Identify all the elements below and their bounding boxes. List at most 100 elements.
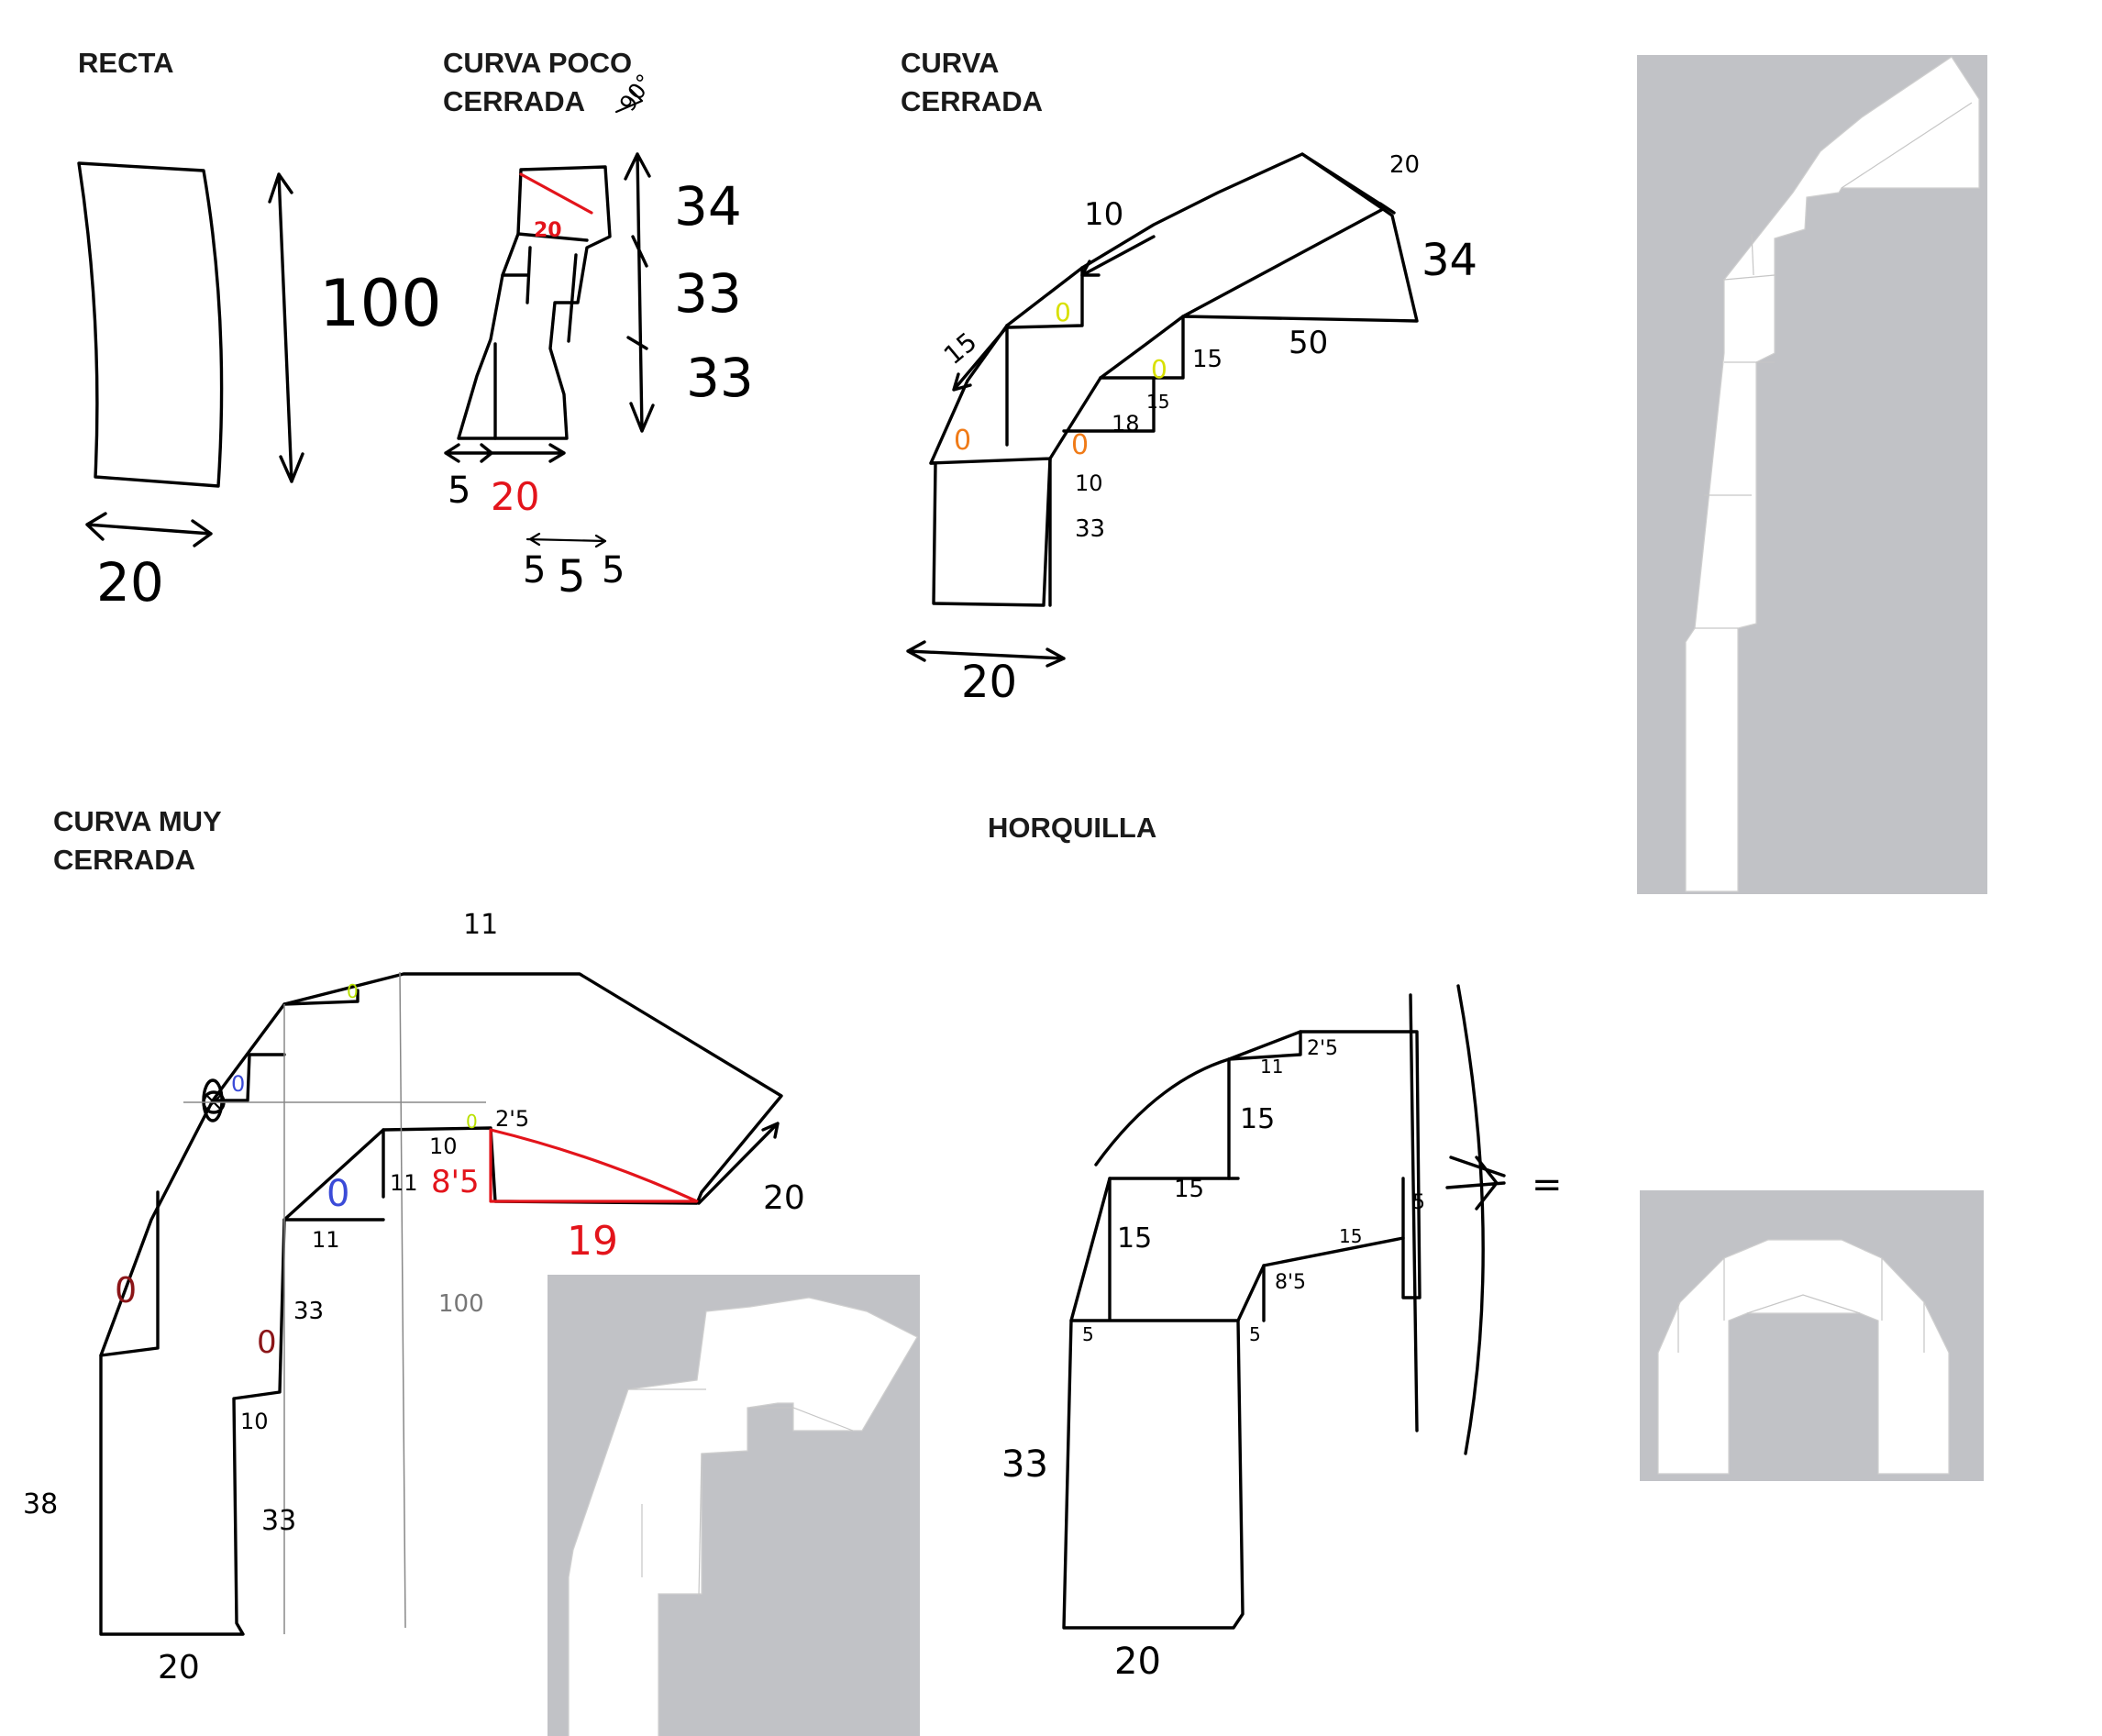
horq-piece-outline — [1062, 1030, 1422, 1630]
horq-right-step-label: 5 — [1412, 1191, 1425, 1214]
horquilla-sketch: = 11 2'5 15 15 15 15 8'5 5 5 5 33 20 — [1001, 984, 1563, 1683]
cpc-seg-bot-label: 33 — [686, 347, 754, 409]
preview-track — [568, 1297, 918, 1736]
cc-end-len-label: 34 — [1422, 235, 1477, 286]
cpc-red-diag-label: 20 — [534, 219, 562, 242]
cmc-mark-blue-2: 0 — [326, 1173, 349, 1215]
preview-curva-muy-cerrada — [548, 1275, 920, 1736]
cc-piece-outline — [929, 152, 1419, 607]
cmc-step-c-label: 11 — [390, 1170, 418, 1196]
cpc-spacing-b: 5 — [558, 551, 586, 603]
cpc-width-arrows — [444, 443, 566, 463]
recta-sketch: 100 20 — [77, 161, 442, 614]
recta-width-arrow — [85, 512, 213, 547]
cmc-right-width-label: 20 — [763, 1179, 805, 1217]
cc-step-d-label: 10 — [1075, 470, 1103, 496]
horq-mid-a-label: 15 — [1240, 1103, 1275, 1135]
horq-inner-a-label: 15 — [1339, 1225, 1362, 1247]
horq-equals: = — [1532, 1164, 1563, 1206]
cpc-seg-top-label: 34 — [674, 175, 742, 238]
cc-mark-yellow-1: 0 — [1055, 297, 1071, 327]
cmc-step-d-label: 11 — [312, 1227, 340, 1253]
cc-top-arrow-label: 10 — [1084, 196, 1123, 233]
title-horquilla: HORQUILLA — [988, 812, 1157, 844]
cpc-offset-label: 5 — [448, 470, 470, 512]
cmc-guide-lines — [183, 971, 486, 1634]
cmc-red-triangle — [489, 1128, 699, 1203]
preview-track — [1685, 56, 1980, 892]
cmc-left-len-label: 38 — [23, 1488, 58, 1520]
title-curva-cerrada: CURVA CERRADA — [901, 47, 1043, 117]
recta-piece-outline — [77, 161, 224, 488]
cc-left-arrow — [952, 328, 1006, 392]
preview-curva-cerrada — [1637, 55, 1987, 894]
cpc-angle-mark — [614, 88, 644, 114]
cpc-spacing-c: 5 — [602, 549, 625, 592]
cpc-length-arrows — [624, 152, 655, 433]
horq-base-a-label: 5 — [1082, 1323, 1094, 1345]
cmc-mark-blue-1: 0 — [231, 1071, 245, 1097]
cmc-mark-lime-1: 0 — [347, 980, 359, 1002]
cc-step-b-label: 15 — [1146, 391, 1169, 413]
cmc-red-horizontal-label: 19 — [567, 1218, 618, 1265]
cpc-spacing-a: 5 — [523, 549, 546, 592]
horq-arrow — [1445, 1155, 1506, 1211]
cmc-top-label: 11 — [463, 909, 498, 941]
cc-mark-yellow-2: 0 — [1151, 354, 1167, 384]
horq-mid-c-label: 15 — [1117, 1222, 1152, 1255]
cc-inner-steps — [929, 207, 1385, 607]
recta-length-label: 100 — [319, 266, 442, 341]
preview-track — [1657, 1239, 1950, 1475]
curva-poco-cerrada-sketch: 90° 20 34 33 33 5 20 5 5 5 — [444, 70, 754, 603]
horq-top-a-label: 11 — [1260, 1056, 1283, 1078]
cmc-inner-steps — [99, 989, 385, 1357]
cc-step-c-label: 18 — [1112, 411, 1140, 437]
curva-cerrada-sketch: 10 15 20 34 50 15 15 18 10 33 20 0 0 0 0 — [906, 151, 1477, 708]
cmc-mark-maroon-2: 0 — [257, 1324, 277, 1361]
cmc-right-arrow — [697, 1122, 780, 1205]
cmc-mark-lime-2: 0 — [466, 1111, 478, 1133]
title-curva-poco-cerrada: CURVA POCO CERRADA — [443, 47, 633, 117]
title-recta: RECTA — [78, 47, 174, 79]
cmc-inner-a-label: 33 — [293, 1298, 324, 1325]
cc-mark-orange-1: 0 — [954, 425, 971, 457]
cmc-step-a-label: 2'5 — [495, 1106, 529, 1132]
recta-width-label: 20 — [96, 551, 164, 614]
preview-edges — [1677, 1258, 1925, 1353]
cpc-red-width-label: 20 — [491, 474, 539, 519]
cc-base-len-label: 33 — [1075, 515, 1105, 543]
cmc-red-vertical-label: 8'5 — [431, 1164, 480, 1200]
preview-horquilla — [1640, 1190, 1984, 1481]
curva-muy-cerrada-sketch: 11 20 19 8'5 2'5 10 11 11 38 33 33 10 20… — [23, 909, 805, 1686]
cpc-spacing-arrows — [526, 532, 607, 548]
cmc-inner-b-label: 33 — [261, 1505, 296, 1537]
recta-length-arrow — [268, 172, 304, 483]
cmc-mark-maroon-1: 0 — [115, 1270, 137, 1310]
cc-base-width-label: 20 — [961, 657, 1017, 708]
preview-edges — [1695, 102, 1973, 629]
cc-step-a-label: 15 — [1192, 346, 1222, 373]
horq-inner-b-label: 8'5 — [1275, 1271, 1306, 1294]
horq-top-b-label: 2'5 — [1307, 1037, 1338, 1060]
cc-end-width-label: 20 — [1389, 151, 1420, 179]
cmc-step-b-label: 10 — [429, 1133, 458, 1159]
cc-base-width-arrow — [906, 640, 1066, 668]
cpc-inner-steps — [493, 232, 589, 440]
preview-edges — [628, 1388, 854, 1597]
cc-end-arrow — [1300, 152, 1396, 215]
cpc-seg-mid-label: 33 — [674, 262, 742, 325]
cmc-inner-c-label: 10 — [240, 1409, 269, 1434]
cc-mark-orange-2: 0 — [1071, 429, 1089, 461]
cpc-red-diagonal — [519, 172, 593, 215]
title-curva-muy-cerrada: CURVA MUY CERRADA — [53, 805, 222, 876]
horq-base-len-label: 33 — [1001, 1443, 1048, 1486]
horq-base-width-label: 20 — [1114, 1641, 1161, 1683]
horq-base-b-label: 5 — [1249, 1323, 1261, 1345]
horq-mid-b-label: 15 — [1174, 1176, 1204, 1203]
cmc-center-label: 100 — [438, 1290, 484, 1318]
cc-inner-long-label: 50 — [1289, 325, 1328, 361]
cpc-piece-outline — [457, 165, 612, 440]
cc-top-arrow — [1080, 235, 1156, 277]
